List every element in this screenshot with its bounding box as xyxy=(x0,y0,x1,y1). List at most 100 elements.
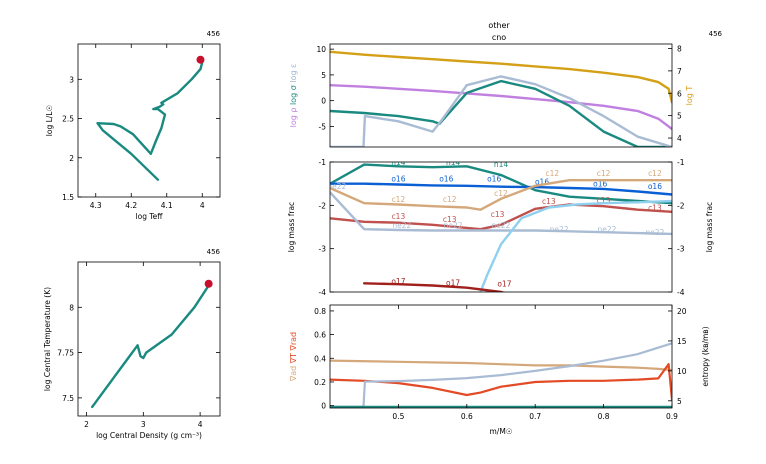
top-y2tick-label: 6 xyxy=(677,89,682,98)
center-x-axis-label: log Central Density (g cm⁻³) xyxy=(96,431,202,440)
series-label-o16: o16 xyxy=(391,174,405,183)
top-ytick-label: 5 xyxy=(321,71,326,80)
bottom-left-legend: ∇ad ∇T ∇rad xyxy=(289,332,298,382)
bottom-y2tick-label: 20 xyxy=(677,307,687,316)
gradients-panel: 0.5 0.6 0.7 0.8 0.9 0 0.2 0.4 0.6 0.8 5 10 15 20 m/M☉ e… xyxy=(289,304,710,436)
hr-corner-label: 456 xyxy=(207,30,221,38)
top-ytick-label: 0 xyxy=(321,97,326,106)
series-label-o16: o16 xyxy=(535,178,549,187)
center-endpoint-marker xyxy=(204,279,213,288)
bottom-xtick-label: 0.5 xyxy=(392,412,404,421)
series-label-c13: c13 xyxy=(648,204,662,213)
series-label-o16: o16 xyxy=(648,182,662,191)
bottom-left-legend-item: ∇rad xyxy=(289,332,298,353)
series-line-track xyxy=(96,58,204,181)
hr-ytick-label: 1.5 xyxy=(62,193,74,202)
bottom-ytick-label: 0 xyxy=(321,402,326,411)
series-label-n14: n14 xyxy=(446,158,461,167)
hr-xtick-label: 4 xyxy=(200,201,205,210)
mid-ytick-label: -2 xyxy=(319,201,327,210)
series-label-c12: c12 xyxy=(648,169,662,178)
series-label-ne22: ne22 xyxy=(645,228,664,237)
series-label-c12: c12 xyxy=(494,189,508,198)
bottom-y2-axis-label: entropy (kʙ/mʙ) xyxy=(701,326,710,386)
bottom-left-legend-item: ∇T xyxy=(289,353,298,366)
mid-y2-axis-label: log mass frac xyxy=(705,202,714,252)
hr-ytick-label: 3 xyxy=(69,75,74,84)
center-y-axis-label: log Central Temperature (K) xyxy=(43,287,52,391)
mid-ytick-label: -4 xyxy=(319,288,327,297)
hr-xtick-label: 4.3 xyxy=(90,201,102,210)
series-label-o16: o16 xyxy=(487,174,501,183)
center-ytick-label: 7.5 xyxy=(62,394,74,403)
central-conditions-panel: 2 3 4 7.5 7.75 8 log Central Density (g cm⁻³) l… xyxy=(43,248,221,440)
mid-ytick-label: -1 xyxy=(319,158,327,167)
hr-frame xyxy=(77,43,221,198)
series-label-o17: o17 xyxy=(446,278,460,287)
series-line-log sigma xyxy=(330,79,672,147)
bottom-xtick-label: 0.9 xyxy=(666,412,678,421)
top-y2tick-label: 5 xyxy=(677,112,682,121)
top-y2tick-label: 7 xyxy=(677,67,682,76)
center-xtick-label: 4 xyxy=(198,420,203,429)
series-label-ne22: ne22 xyxy=(327,182,346,191)
series-label-c12: c12 xyxy=(545,169,559,178)
bottom-y2tick-label: 10 xyxy=(677,367,687,376)
series-line-entropy xyxy=(330,342,672,408)
series-label-n14: n14 xyxy=(494,160,509,169)
top-ytick-label: -5 xyxy=(319,122,327,131)
series-line-o16 xyxy=(330,182,672,196)
bottom-y2tick-label: 15 xyxy=(677,337,687,346)
hr-diagram-panel: 4.3 4.2 4.1 4 1.5 2 2.5 3 log Teff log L/L☉ 456 xyxy=(45,30,221,221)
center-frame xyxy=(77,261,221,417)
center-series-group xyxy=(90,284,210,409)
top-left-legend-item: log ε xyxy=(289,64,298,86)
top-y2tick-label: 8 xyxy=(677,44,682,53)
series-line-o17 xyxy=(363,282,506,292)
mid-ytick-label-right: -2 xyxy=(677,201,685,210)
header-line-2: cno xyxy=(492,33,506,42)
hr-xtick-label: 4.1 xyxy=(161,201,173,210)
mid-y-axis-label: log mass frac xyxy=(287,202,296,252)
hr-y-axis-label: log L/L☉ xyxy=(45,105,54,136)
mid-ytick-label: -3 xyxy=(319,245,327,254)
series-label-ne22: ne22 xyxy=(444,221,463,230)
series-label-c13: c13 xyxy=(443,215,457,224)
series-label-c13: c13 xyxy=(597,196,611,205)
top-frame xyxy=(329,43,673,148)
bottom-frame xyxy=(329,304,673,409)
center-xtick-label: 3 xyxy=(141,420,146,429)
series-line-log T xyxy=(330,50,672,104)
hr-x-axis-label: log Teff xyxy=(136,212,164,221)
series-label-o16: o16 xyxy=(439,174,453,183)
bottom-ytick-label: 0.2 xyxy=(314,378,326,387)
top-left-legend-item: log ρ xyxy=(289,108,298,128)
center-ytick-label: 8 xyxy=(69,303,74,312)
mid-ytick-label-right: -3 xyxy=(677,245,685,254)
top-y2tick-label: 4 xyxy=(677,134,682,143)
mid-ytick-label-right: -4 xyxy=(677,288,685,297)
header-line-1: other xyxy=(488,21,510,30)
bottom-xtick-label: 0.8 xyxy=(598,412,610,421)
bottom-x-axis-label: m/M☉ xyxy=(489,427,512,436)
hr-endpoint-marker xyxy=(196,55,205,64)
top-series-group xyxy=(330,50,672,147)
series-line-ne22 xyxy=(330,191,672,236)
series-line-grad_rad xyxy=(330,363,672,401)
series-label-o17: o17 xyxy=(391,277,405,286)
series-line-log rho xyxy=(330,83,672,131)
series-label-ne22: ne22 xyxy=(550,225,569,234)
mid-frame xyxy=(329,161,673,293)
bottom-ytick-label: 0.4 xyxy=(314,354,326,363)
hr-ytick-label: 2.5 xyxy=(62,115,74,124)
series-line-grad_ad xyxy=(330,359,672,372)
bottom-xtick-label: 0.7 xyxy=(529,412,541,421)
hr-xtick-label: 4.2 xyxy=(125,201,137,210)
series-label-c12: c12 xyxy=(443,195,457,204)
series-label-o16: o16 xyxy=(593,180,607,189)
series-line-n14 xyxy=(330,163,672,205)
series-label-c13: c13 xyxy=(392,212,406,221)
